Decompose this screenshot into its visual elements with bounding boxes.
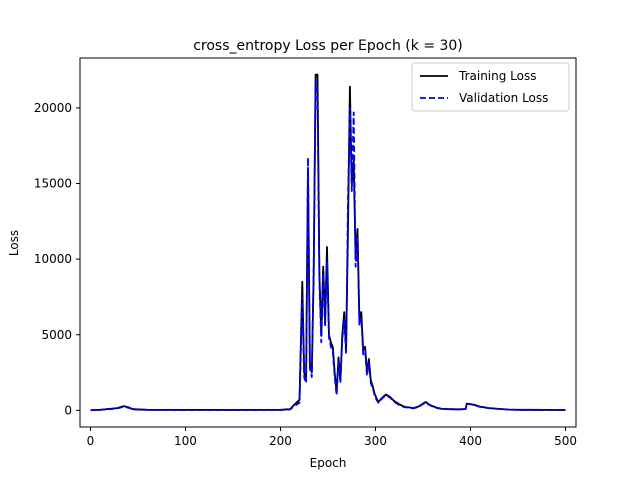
y-axis-ticks: 0 5000 10000 15000 20000 (34, 101, 80, 417)
legend-label-training-loss: Training Loss (458, 69, 536, 83)
axes-frame (79, 57, 577, 428)
y-tick-label: 15000 (34, 177, 72, 191)
plot-area (90, 73, 566, 412)
series-line-validation-loss (90, 79, 566, 412)
series-line-training-loss (90, 73, 566, 411)
y-tick-label: 20000 (34, 101, 72, 115)
y-axis-label: Loss (7, 230, 21, 256)
chart-title: cross_entropy Loss per Epoch (k = 30) (193, 38, 463, 54)
y-tick-label: 5000 (41, 328, 72, 342)
x-tick-label: 200 (269, 434, 292, 448)
x-tick-label: 500 (554, 434, 577, 448)
legend: Training Loss Validation Loss (411, 62, 570, 112)
legend-label-validation-loss: Validation Loss (459, 91, 548, 105)
legend-box (411, 62, 570, 112)
y-tick-label: 10000 (34, 252, 72, 266)
x-axis-label: Epoch (310, 456, 347, 470)
x-tick-label: 100 (174, 434, 197, 448)
x-axis-ticks: 0 100 200 300 400 500 (87, 427, 577, 448)
x-tick-label: 0 (87, 434, 95, 448)
y-tick-label: 0 (64, 403, 72, 417)
x-tick-label: 400 (459, 434, 482, 448)
x-tick-label: 300 (364, 434, 387, 448)
